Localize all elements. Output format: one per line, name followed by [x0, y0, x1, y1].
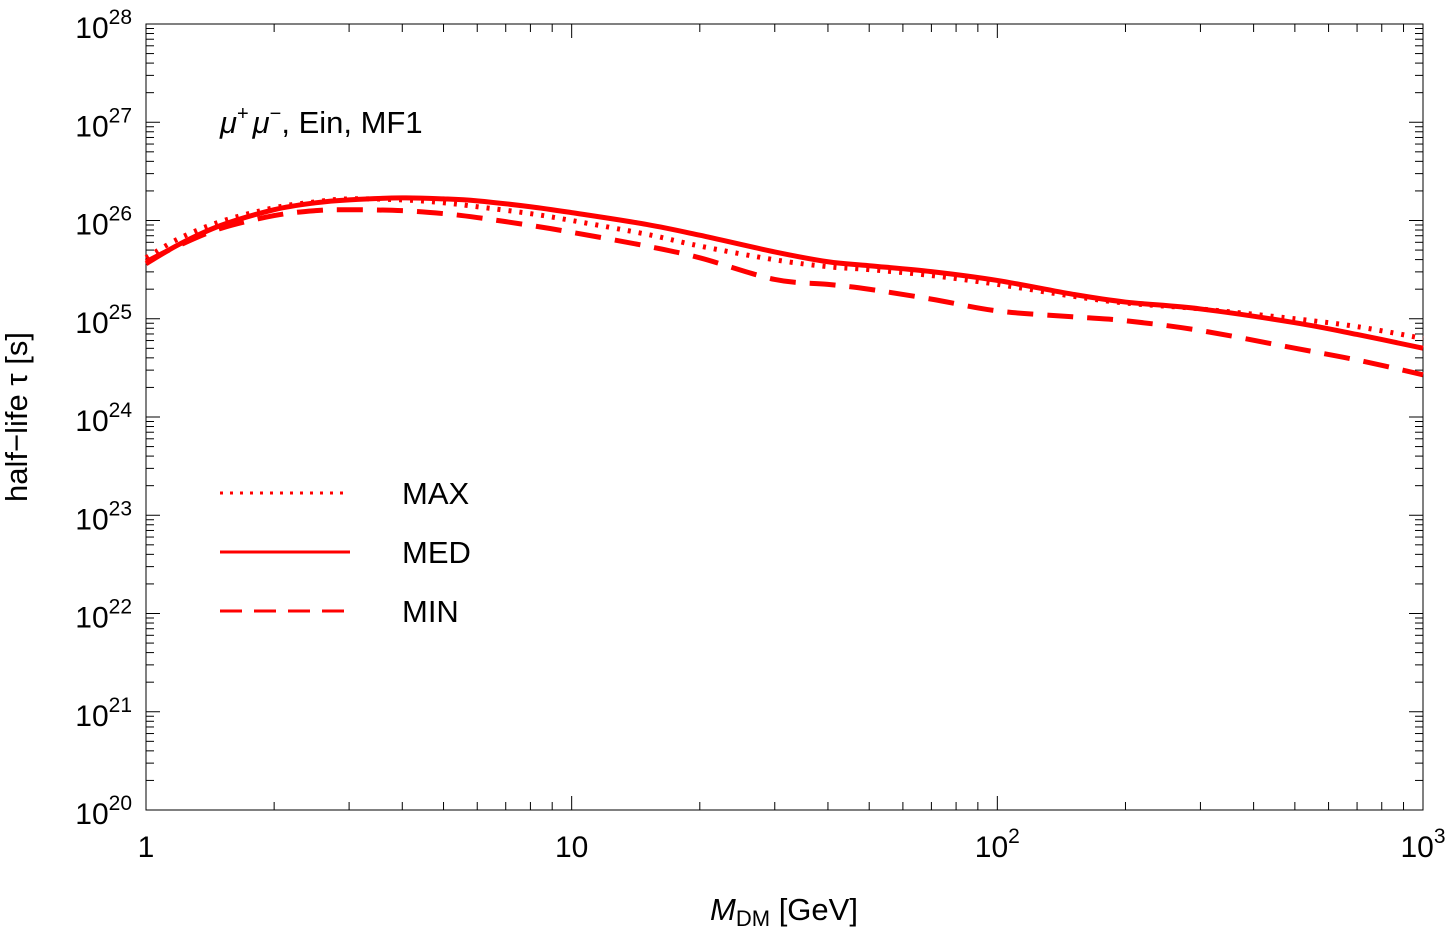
annotation-mu-minus: μ — [252, 105, 270, 140]
annotation-sup-minus: − — [270, 103, 282, 125]
y-tick-label: 1020 — [75, 792, 132, 831]
x-tick-label: 1 — [138, 831, 155, 864]
series-med-line — [144, 195, 1424, 351]
x-tick-label: 103 — [1400, 825, 1445, 864]
annotation-sup-plus: + — [237, 103, 249, 125]
legend-label-min: MIN — [402, 594, 459, 629]
y-tick-label: 1022 — [75, 596, 132, 635]
series-min-line — [144, 207, 1424, 378]
y-tick-label: 1026 — [75, 203, 132, 242]
annotation-mu-plus: μ — [219, 105, 237, 140]
plot-frame — [145, 23, 1424, 811]
x-axis-subscript: DM — [736, 906, 770, 931]
x-tick-label: 10 — [555, 831, 588, 864]
y-tick-label: 1024 — [75, 399, 132, 438]
y-tick-label: 1023 — [75, 497, 132, 536]
legend-label-max: MAX — [402, 476, 470, 511]
y-tick-label: 1025 — [75, 301, 132, 340]
y-tick-label: 1027 — [75, 104, 132, 143]
series-layer — [144, 195, 1424, 378]
y-tick-label: 1028 — [75, 6, 132, 45]
x-axis-symbol: M — [710, 892, 736, 927]
y-tick-labels: 1020 1021 1022 1023 1024 1025 1026 1027 1028 — [75, 6, 132, 831]
chart-annotation: μ+ μ−, Ein, MF1 — [219, 103, 423, 140]
x-axis-units: [GeV] — [770, 892, 858, 927]
annotation-rest: , Ein, MF1 — [281, 105, 422, 140]
legend-label-med: MED — [402, 535, 471, 570]
x-axis-title: MDM [GeV] — [710, 892, 858, 931]
y-axis-title: half−life τ [s] — [0, 332, 34, 502]
series-max-line — [144, 196, 1424, 341]
x-tick-labels: 1 10 102 103 — [138, 825, 1446, 864]
x-tick-label: 102 — [975, 825, 1020, 864]
axis-ticks — [145, 23, 1423, 811]
y-tick-label: 1021 — [75, 694, 132, 733]
legend: MAX MED MIN — [220, 476, 471, 629]
